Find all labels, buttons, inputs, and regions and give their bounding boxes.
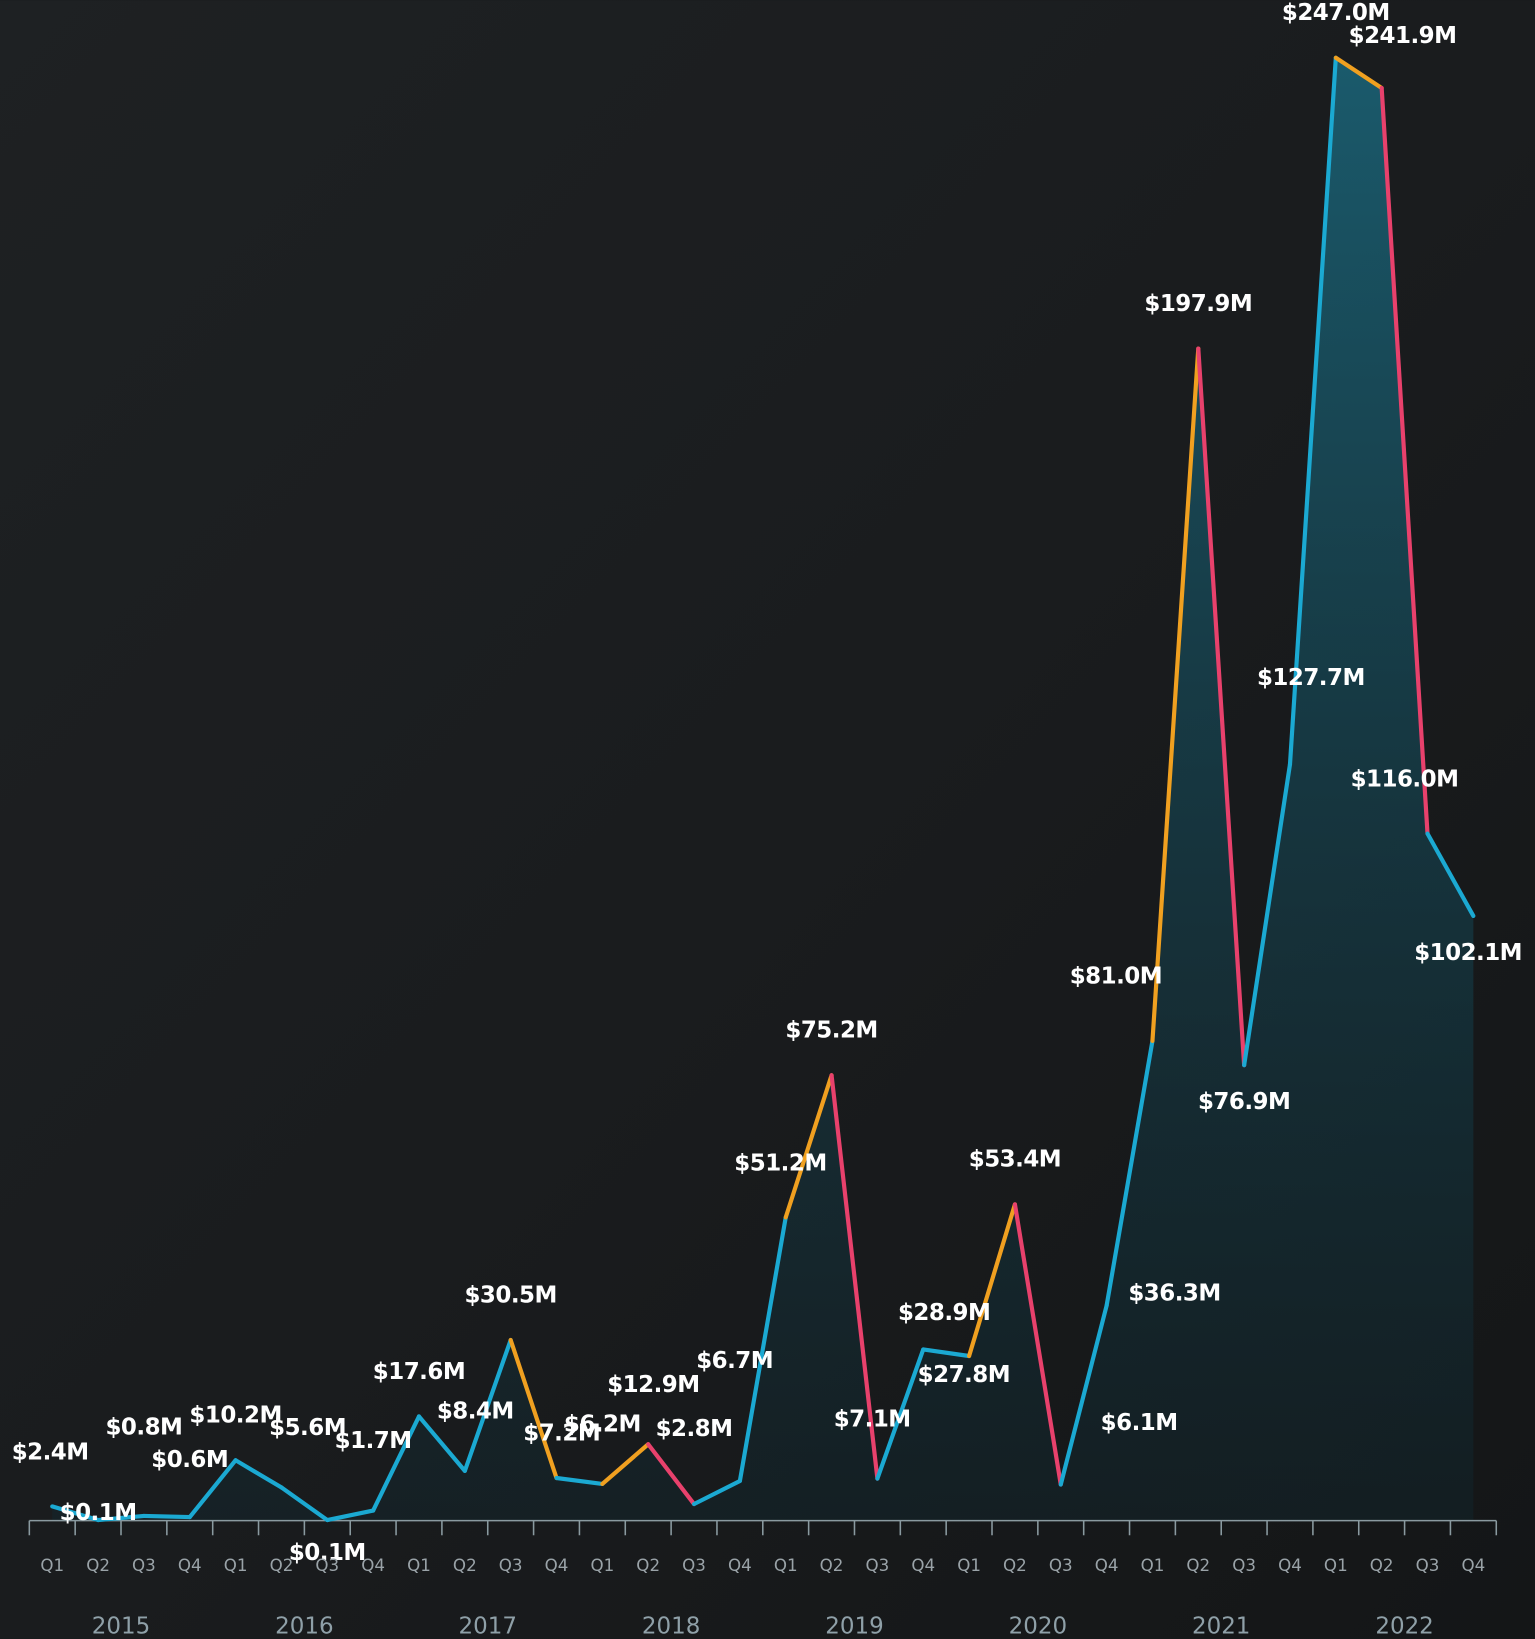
year-label: 2021 (1192, 1613, 1250, 1639)
value-label: $0.1M (60, 1500, 137, 1526)
value-label: $7.1M (834, 1406, 911, 1432)
value-label: $51.2M (734, 1150, 826, 1176)
value-label: $2.8M (656, 1416, 733, 1442)
x-tick-label: Q2 (270, 1555, 294, 1575)
x-tick-label: Q1 (957, 1555, 981, 1575)
x-tick-label: Q3 (1049, 1555, 1073, 1575)
year-label: 2018 (642, 1613, 700, 1639)
x-tick-label: Q3 (132, 1555, 156, 1575)
chart: $2.4M$0.1M$0.8M$0.6M$10.2M$5.6M$0.1M$1.7… (0, 0, 1535, 1639)
x-tick-label: Q4 (178, 1555, 202, 1575)
x-tick-label: Q1 (1141, 1555, 1165, 1575)
value-label: $36.3M (1128, 1280, 1220, 1306)
x-tick-label: Q1 (590, 1555, 614, 1575)
value-label: $27.8M (918, 1362, 1010, 1388)
x-tick-label: Q3 (682, 1555, 706, 1575)
x-tick-label: Q3 (499, 1555, 523, 1575)
value-label: $6.2M (564, 1412, 641, 1438)
x-tick-label: Q2 (1186, 1555, 1210, 1575)
value-label: $53.4M (969, 1147, 1061, 1173)
value-label: $6.7M (696, 1348, 773, 1374)
x-tick-label: Q1 (224, 1555, 248, 1575)
value-label: $102.1M (1414, 940, 1522, 966)
value-label: $1.7M (335, 1428, 412, 1454)
page: {"chart_data": { "type": "line", "catego… (0, 0, 1535, 1639)
x-tick-label: Q4 (1461, 1555, 1485, 1575)
x-tick-label: Q2 (86, 1555, 110, 1575)
year-label: 2015 (92, 1613, 150, 1639)
x-tick-label: Q2 (453, 1555, 477, 1575)
x-tick-label: Q4 (545, 1555, 569, 1575)
year-label: 2017 (459, 1613, 517, 1639)
value-label: $116.0M (1351, 767, 1459, 793)
value-label: $10.2M (189, 1403, 281, 1429)
value-label: $81.0M (1070, 963, 1162, 989)
x-tick-label: Q3 (315, 1555, 339, 1575)
x-tick-label: Q4 (1278, 1555, 1302, 1575)
x-tick-label: Q1 (1324, 1555, 1348, 1575)
value-label: $8.4M (437, 1399, 514, 1425)
value-label: $17.6M (373, 1359, 465, 1385)
x-tick-label: Q3 (1232, 1555, 1256, 1575)
x-tick-label: Q4 (1095, 1555, 1119, 1575)
value-label: $2.4M (12, 1439, 89, 1465)
x-tick-label: Q4 (911, 1555, 935, 1575)
value-label: $0.8M (105, 1414, 182, 1440)
x-tick-label: Q1 (40, 1555, 64, 1575)
x-tick-label: Q4 (361, 1555, 385, 1575)
value-label: $30.5M (464, 1282, 556, 1308)
x-tick-label: Q3 (866, 1555, 890, 1575)
value-label: $75.2M (785, 1018, 877, 1044)
year-label: 2022 (1375, 1613, 1433, 1639)
year-label: 2019 (825, 1613, 883, 1639)
value-label: $76.9M (1198, 1089, 1290, 1115)
value-label: $241.9M (1349, 23, 1457, 49)
value-label: $197.9M (1144, 291, 1252, 317)
x-tick-label: Q2 (1370, 1555, 1394, 1575)
x-tick-label: Q2 (636, 1555, 660, 1575)
year-label: 2016 (275, 1613, 333, 1639)
value-label: $12.9M (607, 1372, 699, 1398)
x-tick-label: Q1 (774, 1555, 798, 1575)
x-tick-label: Q1 (407, 1555, 431, 1575)
value-label: $0.6M (151, 1447, 228, 1473)
value-label: $6.1M (1101, 1410, 1178, 1436)
value-label: $28.9M (898, 1300, 990, 1326)
line-segment (144, 1516, 190, 1517)
x-tick-label: Q4 (728, 1555, 752, 1575)
x-tick-label: Q3 (1416, 1555, 1440, 1575)
x-tick-label: Q2 (1003, 1555, 1027, 1575)
value-label: $127.7M (1257, 665, 1365, 691)
year-label: 2020 (1009, 1613, 1067, 1639)
x-tick-label: Q2 (820, 1555, 844, 1575)
